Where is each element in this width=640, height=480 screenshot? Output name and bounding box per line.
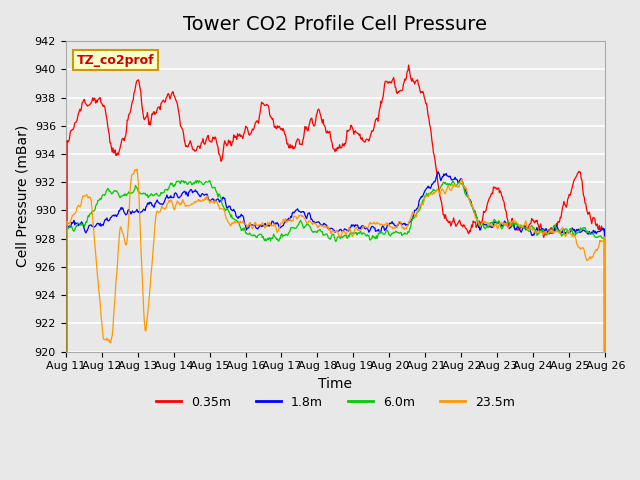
Text: TZ_co2prof: TZ_co2prof bbox=[76, 54, 154, 67]
Legend: 0.35m, 1.8m, 6.0m, 23.5m: 0.35m, 1.8m, 6.0m, 23.5m bbox=[151, 391, 520, 414]
Y-axis label: Cell Pressure (mBar): Cell Pressure (mBar) bbox=[15, 125, 29, 267]
Title: Tower CO2 Profile Cell Pressure: Tower CO2 Profile Cell Pressure bbox=[184, 15, 488, 34]
X-axis label: Time: Time bbox=[319, 377, 353, 391]
